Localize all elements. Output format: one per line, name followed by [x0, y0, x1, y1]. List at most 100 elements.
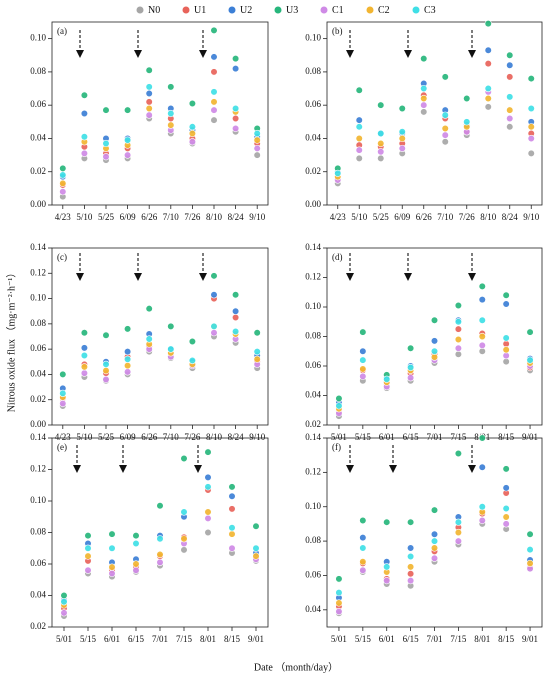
point [398, 104, 406, 113]
point [108, 563, 116, 571]
x-tick-label: 8/24 [228, 432, 245, 442]
point [180, 454, 188, 463]
point [359, 365, 367, 373]
point [188, 337, 196, 346]
point [377, 129, 385, 138]
point [253, 144, 261, 153]
x-tick-label: 5/10 [351, 212, 368, 222]
x-tick-label: 5/25 [98, 212, 115, 222]
x-tick-label: 6/01 [379, 634, 395, 644]
y-tick-label: 0.02 [30, 621, 46, 631]
point [108, 569, 116, 578]
point [253, 151, 261, 159]
y-tick-label: 0.10 [30, 293, 46, 303]
point [506, 93, 514, 101]
point [123, 325, 132, 333]
point [204, 483, 212, 491]
point [377, 139, 385, 148]
point [84, 532, 92, 540]
point [502, 484, 510, 492]
panel-label: (c) [57, 252, 67, 262]
point [430, 347, 439, 355]
point [359, 328, 367, 336]
point [484, 46, 492, 54]
x-tick-label: 7/26 [459, 212, 476, 222]
x-tick-label: 9/01 [248, 634, 264, 644]
point [123, 361, 132, 370]
point [454, 318, 462, 326]
point [188, 99, 196, 108]
x-tick-label: 6/09 [120, 212, 137, 222]
point [502, 504, 510, 513]
point [359, 356, 367, 364]
point [252, 544, 260, 552]
y-tick-label: 0.08 [305, 66, 321, 76]
y-tick-label: 0.06 [30, 343, 46, 353]
point [59, 370, 67, 379]
point [420, 84, 428, 93]
point [527, 74, 535, 83]
point [398, 128, 406, 136]
point [210, 98, 218, 106]
point [454, 325, 462, 333]
x-tick-label: 5/01 [56, 634, 72, 644]
point [123, 355, 132, 363]
point [335, 589, 343, 597]
point [407, 544, 415, 552]
y-tick-label: 0.08 [30, 318, 46, 328]
point [478, 296, 486, 304]
point [478, 463, 486, 471]
point [430, 316, 439, 324]
point [454, 301, 462, 310]
point [232, 313, 240, 322]
point [377, 154, 385, 163]
point [377, 148, 385, 156]
point [123, 368, 132, 376]
point [156, 502, 164, 510]
point [502, 346, 510, 354]
point [102, 153, 110, 161]
point [145, 89, 153, 98]
point [188, 123, 196, 131]
point [188, 129, 196, 138]
point [454, 528, 462, 537]
point [335, 607, 343, 616]
point [232, 291, 240, 299]
point [188, 356, 196, 365]
y-tick-label: 0.04 [30, 590, 46, 600]
point [59, 188, 67, 196]
point [502, 334, 510, 342]
point [407, 570, 415, 578]
point [252, 522, 260, 530]
point [132, 539, 140, 548]
x-tick-label: 8/24 [502, 212, 519, 222]
x-tick-label: 7/15 [450, 432, 467, 442]
x-tick-label: 6/15 [403, 432, 420, 442]
y-tick-label: 0.10 [305, 33, 321, 43]
x-tick-label: 7/01 [426, 634, 442, 644]
point [502, 513, 510, 521]
point [167, 345, 175, 353]
point [383, 563, 391, 571]
x-tick-label: 9/10 [249, 432, 266, 442]
y-axis-label: Nitrous oxide flux （mg·m⁻²·h⁻¹） [5, 268, 17, 413]
point [228, 544, 236, 552]
y-tick-label: 0.06 [305, 99, 321, 109]
point [454, 537, 462, 545]
x-tick-label: 6/15 [403, 634, 420, 644]
x-tick-label: 6/26 [141, 212, 158, 222]
point [59, 164, 67, 172]
point [102, 360, 110, 368]
x-tick-label: 8/01 [200, 634, 216, 644]
point [210, 329, 218, 337]
point [527, 149, 535, 158]
y-tick-label: 0.14 [305, 432, 321, 442]
point [232, 124, 240, 133]
point [228, 505, 236, 513]
point [355, 116, 363, 124]
legend-label: C3 [424, 5, 436, 16]
point [407, 518, 415, 526]
y-tick-label: 0.06 [305, 360, 321, 370]
y-tick-label: 0.08 [305, 331, 321, 341]
